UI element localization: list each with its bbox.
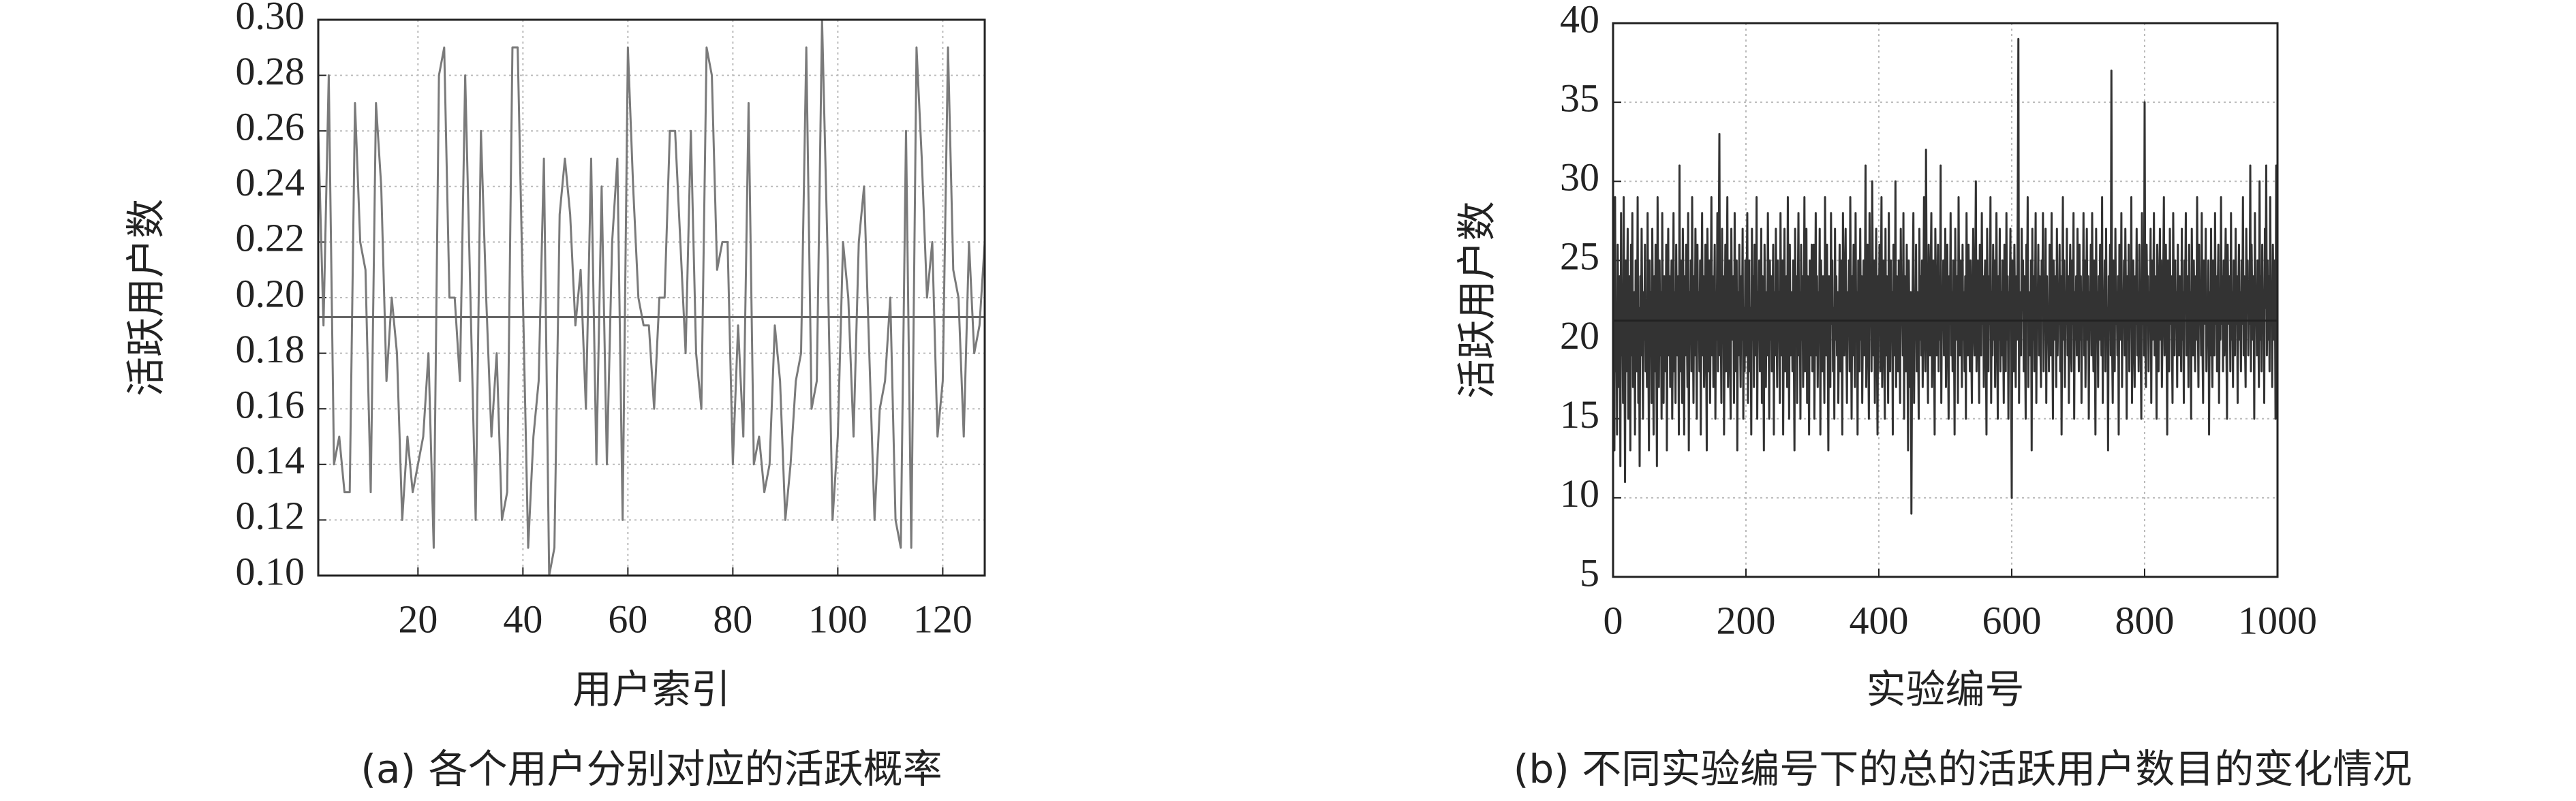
plot-frame bbox=[317, 18, 986, 577]
y-tick-label: 0.22 bbox=[236, 216, 305, 260]
y-tick-label: 25 bbox=[1560, 234, 1599, 279]
x-tick-label: 40 bbox=[503, 597, 542, 641]
y-tick-label: 5 bbox=[1580, 550, 1599, 595]
y-tick-label: 0.18 bbox=[236, 327, 305, 371]
y-tick-label: 30 bbox=[1560, 155, 1599, 200]
y-tick-label: 0.12 bbox=[236, 494, 305, 538]
x-tick-label: 120 bbox=[913, 597, 972, 641]
y-tick-label: 10 bbox=[1560, 471, 1599, 516]
y-tick-label: 0.24 bbox=[236, 160, 305, 204]
y-axis-label: 活跃用户数 bbox=[1454, 201, 1500, 398]
y-tick-label: 20 bbox=[1560, 313, 1599, 358]
y-tick-label: 15 bbox=[1560, 392, 1599, 437]
plot: 0.10 0.12 0.14 0.16 0.18 0.20 0.22 0.24 0.26 0.28… bbox=[123, 0, 986, 792]
data-line bbox=[317, 18, 986, 577]
y-tick-label: 40 bbox=[1560, 0, 1599, 41]
y-tick-label: 35 bbox=[1560, 76, 1599, 120]
y-tick-label: 0.30 bbox=[236, 0, 305, 37]
y-tick-label: 0.26 bbox=[236, 105, 305, 149]
y-tick-label: 0.28 bbox=[236, 49, 305, 93]
x-tick-label: 400 bbox=[1850, 598, 1909, 642]
y-axis-label: 活跃用户数 bbox=[123, 199, 169, 396]
y-tick-label: 0.14 bbox=[236, 438, 305, 482]
x-tick-label: 20 bbox=[398, 597, 438, 641]
data-line bbox=[1612, 37, 2278, 515]
y-tick-label: 0.20 bbox=[236, 271, 305, 315]
y-tick-label: 0.10 bbox=[236, 549, 305, 593]
x-tick-label: 80 bbox=[713, 597, 752, 641]
x-tick-label: 200 bbox=[1717, 598, 1776, 642]
x-tick-label: 1000 bbox=[2238, 598, 2317, 642]
caption: (b) 不同实验编号下的总的活跃用户数目的变化情况 bbox=[1514, 746, 2412, 792]
x-tick-label: 60 bbox=[608, 597, 647, 641]
x-tick-label: 100 bbox=[808, 597, 868, 641]
x-tick-label: 600 bbox=[1982, 598, 2042, 642]
plot-frame bbox=[1612, 22, 2279, 578]
x-tick-label: 0 bbox=[1604, 598, 1623, 642]
x-axis-label: 用户索引 bbox=[572, 666, 731, 712]
x-tick-label: 800 bbox=[2115, 598, 2175, 642]
x-axis-label: 实验编号 bbox=[1866, 666, 2024, 712]
y-tick-label: 0.16 bbox=[236, 383, 305, 427]
caption: (a) 各个用户分别对应的活跃概率 bbox=[361, 746, 942, 792]
